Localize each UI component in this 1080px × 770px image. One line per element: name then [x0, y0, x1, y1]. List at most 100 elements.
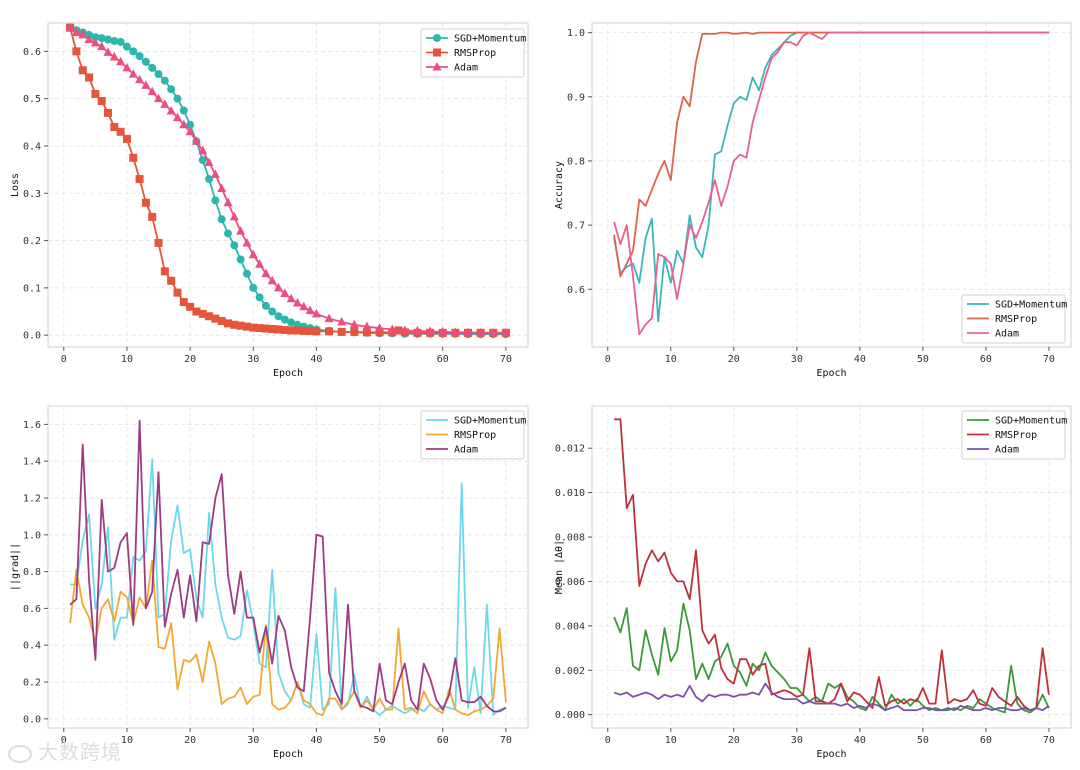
y-tick-label: 0.8: [23, 567, 41, 578]
data-point: [173, 288, 182, 297]
data-point: [84, 34, 94, 44]
x-tick-label: 10: [121, 354, 133, 365]
data-point: [274, 325, 283, 334]
y-tick-label: 0.6: [23, 47, 41, 58]
x-tick-label: 10: [121, 735, 133, 746]
data-point: [501, 327, 511, 337]
data-point: [210, 169, 220, 178]
data-point: [135, 74, 145, 84]
y-tick-label: 1.6: [23, 420, 41, 431]
y-tick-label: 0.004: [555, 621, 585, 632]
y-tick-label: 0.8: [567, 156, 585, 167]
y-tick-label: 1.0: [23, 530, 41, 541]
series-sgd-momentum: [613, 31, 1049, 323]
data-point: [236, 321, 245, 330]
data-point: [229, 211, 239, 221]
x-tick-label: 20: [184, 354, 196, 365]
legend: SGD+Momentum RMSProp Adam: [961, 410, 1067, 460]
data-point: [224, 319, 232, 328]
data-point: [211, 314, 220, 323]
data-point: [299, 326, 308, 335]
data-point: [160, 99, 170, 108]
y-tick-label: 0.5: [23, 94, 41, 105]
chart-loss: 0 10 20 30 40 50 60 70 0.0 0.1 0.2 0.3 0.4 0.5 0.6 Epoc…: [10, 22, 529, 379]
data-point: [255, 293, 264, 302]
data-point: [242, 237, 252, 247]
x-tick-label: 70: [1043, 735, 1055, 746]
data-point: [255, 324, 264, 333]
x-tick-label: 10: [665, 735, 677, 746]
legend-label: SGD+Momentum: [995, 416, 1067, 427]
series-line: [613, 31, 1049, 336]
x-tick-label: 10: [665, 354, 677, 365]
y-tick-label: 0.9: [567, 92, 585, 103]
series-line: [613, 682, 1050, 712]
data-point: [230, 320, 239, 329]
x-tick-label: 40: [310, 354, 322, 365]
data-point: [104, 35, 112, 44]
legend-label: SGD+Momentum: [995, 300, 1067, 311]
data-point: [236, 226, 246, 235]
data-point: [173, 94, 182, 103]
legend-label: Adam: [454, 445, 478, 456]
data-point: [78, 29, 88, 39]
x-tick-label: 0: [61, 354, 67, 365]
data-point: [97, 97, 106, 106]
data-point: [141, 198, 150, 207]
data-point: [122, 134, 131, 143]
y-tick-label: 1.0: [567, 28, 585, 39]
data-point: [205, 312, 214, 321]
data-point: [230, 241, 239, 250]
data-point: [349, 319, 359, 329]
x-tick-label: 20: [184, 735, 196, 746]
y-axis-label: ||grad||: [10, 543, 21, 591]
data-point: [148, 212, 157, 221]
data-point: [286, 293, 296, 303]
data-point: [135, 52, 144, 61]
series-rmsprop: [613, 31, 1049, 278]
data-point: [185, 126, 195, 136]
data-point: [249, 283, 258, 292]
data-point: [242, 322, 251, 331]
y-tick-label: 0.3: [23, 189, 41, 200]
data-point: [337, 316, 347, 326]
data-point: [160, 76, 169, 85]
data-point: [204, 157, 214, 167]
data-point: [362, 321, 372, 331]
data-point: [292, 298, 302, 307]
legend-label: SGD+Momentum: [454, 416, 526, 427]
x-tick-label: 40: [854, 735, 866, 746]
y-tick-label: 0.0: [23, 714, 41, 725]
y-tick-label: 0.000: [555, 710, 585, 721]
data-point: [116, 56, 126, 66]
data-point: [488, 327, 498, 337]
data-point: [280, 288, 290, 298]
data-point: [186, 120, 195, 129]
series-adam: [69, 419, 507, 713]
y-tick-label: 0.006: [555, 577, 585, 588]
y-tick-label: 0.6: [23, 604, 41, 615]
data-point: [274, 312, 283, 321]
legend-label: Adam: [454, 63, 478, 74]
x-tick-label: 50: [917, 735, 929, 746]
x-tick-label: 70: [1043, 354, 1055, 365]
data-point: [249, 323, 258, 332]
data-point: [476, 327, 486, 337]
data-point: [242, 269, 251, 278]
data-point: [438, 326, 448, 336]
data-point: [97, 34, 106, 43]
data-point: [248, 249, 258, 259]
series-line: [613, 602, 1050, 714]
y-tick-label: 0.7: [567, 221, 585, 232]
data-point: [198, 309, 207, 318]
x-tick-label: 0: [605, 354, 611, 365]
x-tick-label: 40: [310, 735, 322, 746]
y-tick-label: 1.4: [23, 457, 41, 468]
data-point: [116, 127, 125, 136]
data-point: [217, 183, 227, 193]
data-point: [78, 66, 87, 75]
series-adam: [65, 22, 511, 337]
data-point: [104, 108, 112, 117]
axes-frame: [591, 405, 1072, 729]
data-point: [167, 276, 176, 285]
